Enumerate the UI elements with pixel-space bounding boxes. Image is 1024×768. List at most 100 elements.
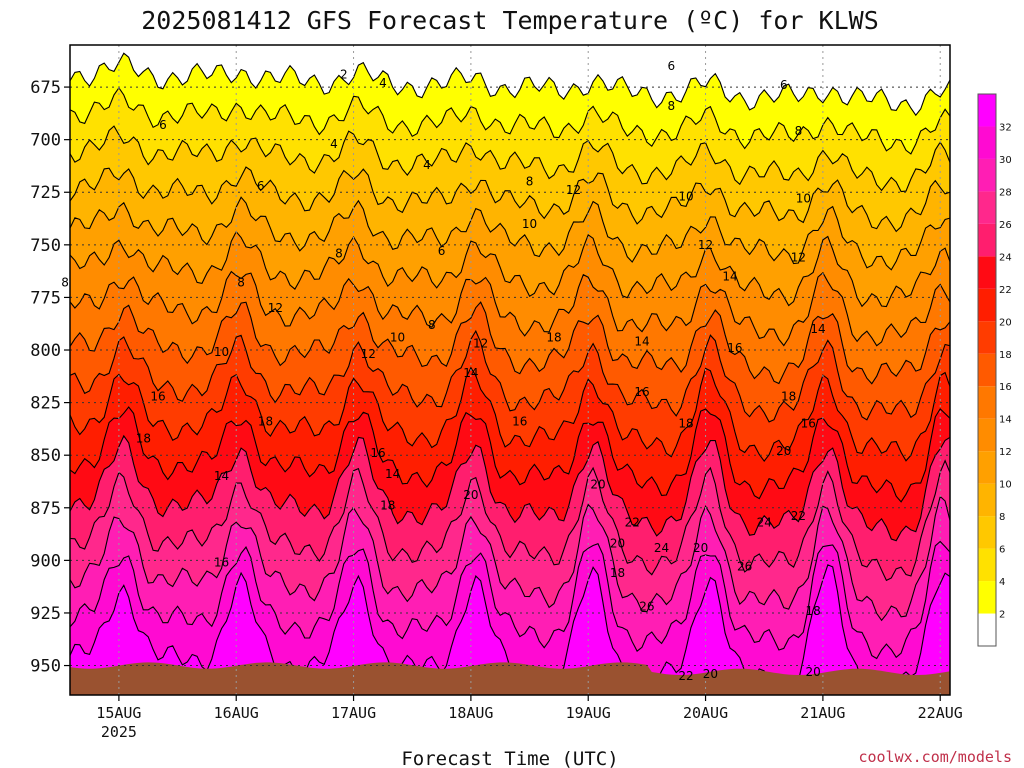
contour-value-label: 12	[268, 301, 283, 315]
contour-value-label: 20	[610, 537, 625, 551]
colorbar-label: 32	[999, 122, 1012, 133]
contour-value-label: 18	[380, 499, 395, 513]
contour-value-label: 4	[379, 76, 387, 90]
colorbar-swatch	[978, 288, 996, 322]
contour-value-label: 10	[390, 330, 405, 344]
colorbar-swatch	[978, 321, 996, 354]
colorbar-label: 22	[999, 285, 1012, 296]
colorbar-label: 26	[999, 220, 1012, 231]
contour-value-label: 18	[546, 330, 561, 344]
y-tick-label: 900	[30, 551, 61, 571]
contour-line	[70, 230, 950, 308]
contour-value-label: 12	[473, 337, 488, 351]
colorbar-label: 30	[999, 155, 1012, 166]
colorbar-swatch	[978, 223, 996, 257]
colorbar-label: 24	[999, 252, 1012, 263]
contour-value-label: 6	[780, 78, 788, 92]
contour-value-label: 12	[566, 183, 581, 197]
contour-value-label: 16	[801, 417, 816, 431]
colorbar-swatch	[978, 451, 996, 484]
colorbar-label: 2	[999, 610, 1005, 621]
x-tick-sublabel: 2025	[101, 723, 137, 741]
contour-value-label: 20	[776, 444, 791, 458]
x-tick-label: 22AUG	[918, 704, 963, 722]
colorbar-label: 28	[999, 187, 1012, 198]
colorbar-swatch	[978, 158, 996, 192]
colorbar-label: 18	[999, 350, 1012, 361]
contour-line	[70, 329, 950, 423]
colorbar-swatch	[978, 353, 996, 387]
y-axis: 675 700 725 750 775 800 825 850 875 900 925 950	[30, 78, 70, 677]
contour-line	[70, 86, 950, 155]
contour-value-label: 22	[791, 509, 806, 523]
contour-value-label: 24	[654, 541, 669, 555]
contour-line	[70, 366, 950, 463]
contour-value-label: 18	[781, 389, 796, 403]
colorbar-swatch	[978, 581, 996, 614]
grid	[70, 45, 950, 695]
contour-value-label: 26	[737, 560, 752, 574]
contour-value-label: 6	[159, 118, 167, 132]
contour-value-label: 24	[757, 516, 772, 530]
contour-value-label: 14	[214, 469, 229, 483]
contour-value-label: 20	[805, 665, 820, 679]
contour-value-label: 18	[610, 566, 625, 580]
contour-line	[70, 125, 950, 193]
colorbar-label: 8	[999, 512, 1005, 523]
contour-value-label: 14	[722, 269, 737, 283]
contour-value-label: 16	[214, 555, 229, 569]
contour-value-label: 22	[625, 516, 640, 530]
contour-value-label: 4	[330, 137, 338, 151]
contour-value-label: 12	[791, 250, 806, 264]
x-axis-title: Forecast Time (UTC)	[401, 748, 618, 768]
terrain	[70, 662, 950, 695]
colorbar-frame	[977, 93, 997, 647]
colorbar-label: 20	[999, 317, 1012, 328]
colorbar-swatch	[978, 613, 996, 646]
contour-value-label: 4	[423, 158, 431, 172]
contour-value-label: 14	[810, 322, 825, 336]
chart-title: 2025081412 GFS Forecast Temperature (ºC)…	[141, 6, 879, 35]
contour-value-label: 8	[526, 175, 534, 189]
y-tick-label: 750	[30, 236, 61, 256]
contour-value-label: 18	[678, 417, 693, 431]
colorbar-swatch	[978, 386, 996, 419]
colorbar-swatch	[978, 548, 996, 582]
contour-value-label: 18	[136, 431, 151, 445]
contour-value-label: 16	[727, 341, 742, 355]
temperature-band	[70, 45, 950, 116]
contour-value-label: 20	[463, 488, 478, 502]
colorbar-swatch	[978, 126, 996, 159]
contour-line	[70, 406, 950, 503]
contour-line	[70, 434, 950, 542]
colorbar-swatch	[978, 94, 996, 127]
contour-value-label: 2	[340, 67, 348, 81]
contour-line	[70, 540, 950, 660]
contour-value-label: 14	[463, 366, 478, 380]
contour-line	[70, 52, 950, 117]
contour-value-label: 16	[512, 415, 527, 429]
contour-value-label: 16	[370, 446, 385, 460]
contour-value-label: 6	[668, 59, 676, 73]
colorbar-label: 16	[999, 382, 1012, 393]
y-tick-label: 850	[30, 446, 61, 466]
y-tick-label: 700	[30, 131, 61, 151]
x-tick-label: 21AUG	[800, 704, 845, 722]
contour-value-label: 16	[634, 385, 649, 399]
colorbar-swatch	[978, 418, 996, 452]
y-tick-label: 950	[30, 657, 61, 677]
contour-value-label: 12	[361, 347, 376, 361]
x-tick-label: 19AUG	[566, 704, 611, 722]
contour-line	[70, 270, 950, 347]
contour-value-label: 20	[693, 541, 708, 555]
y-tick-label: 825	[30, 394, 61, 414]
x-tick-label: 18AUG	[448, 704, 493, 722]
y-tick-label: 775	[30, 288, 61, 308]
contour-value-label: 10	[678, 189, 693, 203]
contour-value-label: 20	[703, 667, 718, 681]
contour-value-label: 16	[150, 389, 165, 403]
colorbar-swatch	[978, 191, 996, 224]
